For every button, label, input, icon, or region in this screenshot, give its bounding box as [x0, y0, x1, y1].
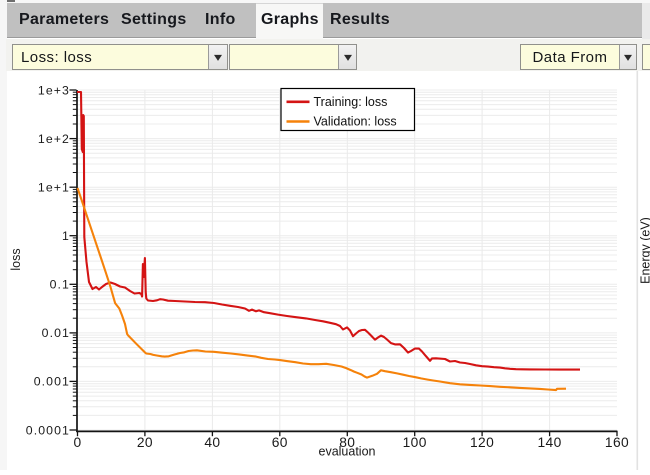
- svg-text:0.1: 0.1: [50, 278, 70, 292]
- svg-text:0.001: 0.001: [34, 375, 70, 389]
- svg-text:60: 60: [272, 435, 288, 450]
- svg-text:Training: loss: Training: loss: [314, 95, 388, 109]
- svg-text:0.01: 0.01: [42, 326, 70, 340]
- svg-text:1e+3: 1e+3: [38, 83, 70, 97]
- svg-text:0: 0: [73, 435, 81, 450]
- svg-text:loss: loss: [9, 248, 23, 270]
- svg-text:140: 140: [537, 435, 561, 450]
- svg-text:Energy (eV): Energy (eV): [639, 217, 650, 284]
- svg-text:40: 40: [204, 435, 220, 450]
- svg-text:1e+2: 1e+2: [38, 132, 70, 146]
- svg-text:evaluation: evaluation: [319, 445, 376, 459]
- svg-text:20: 20: [137, 435, 153, 450]
- svg-text:100: 100: [403, 435, 427, 450]
- svg-text:160: 160: [605, 435, 629, 450]
- svg-text:Validation: loss: Validation: loss: [314, 115, 397, 129]
- svg-text:120: 120: [470, 435, 494, 450]
- svg-text:1: 1: [62, 229, 70, 243]
- svg-text:0.0001: 0.0001: [26, 423, 70, 437]
- svg-text:1e+1: 1e+1: [38, 181, 70, 195]
